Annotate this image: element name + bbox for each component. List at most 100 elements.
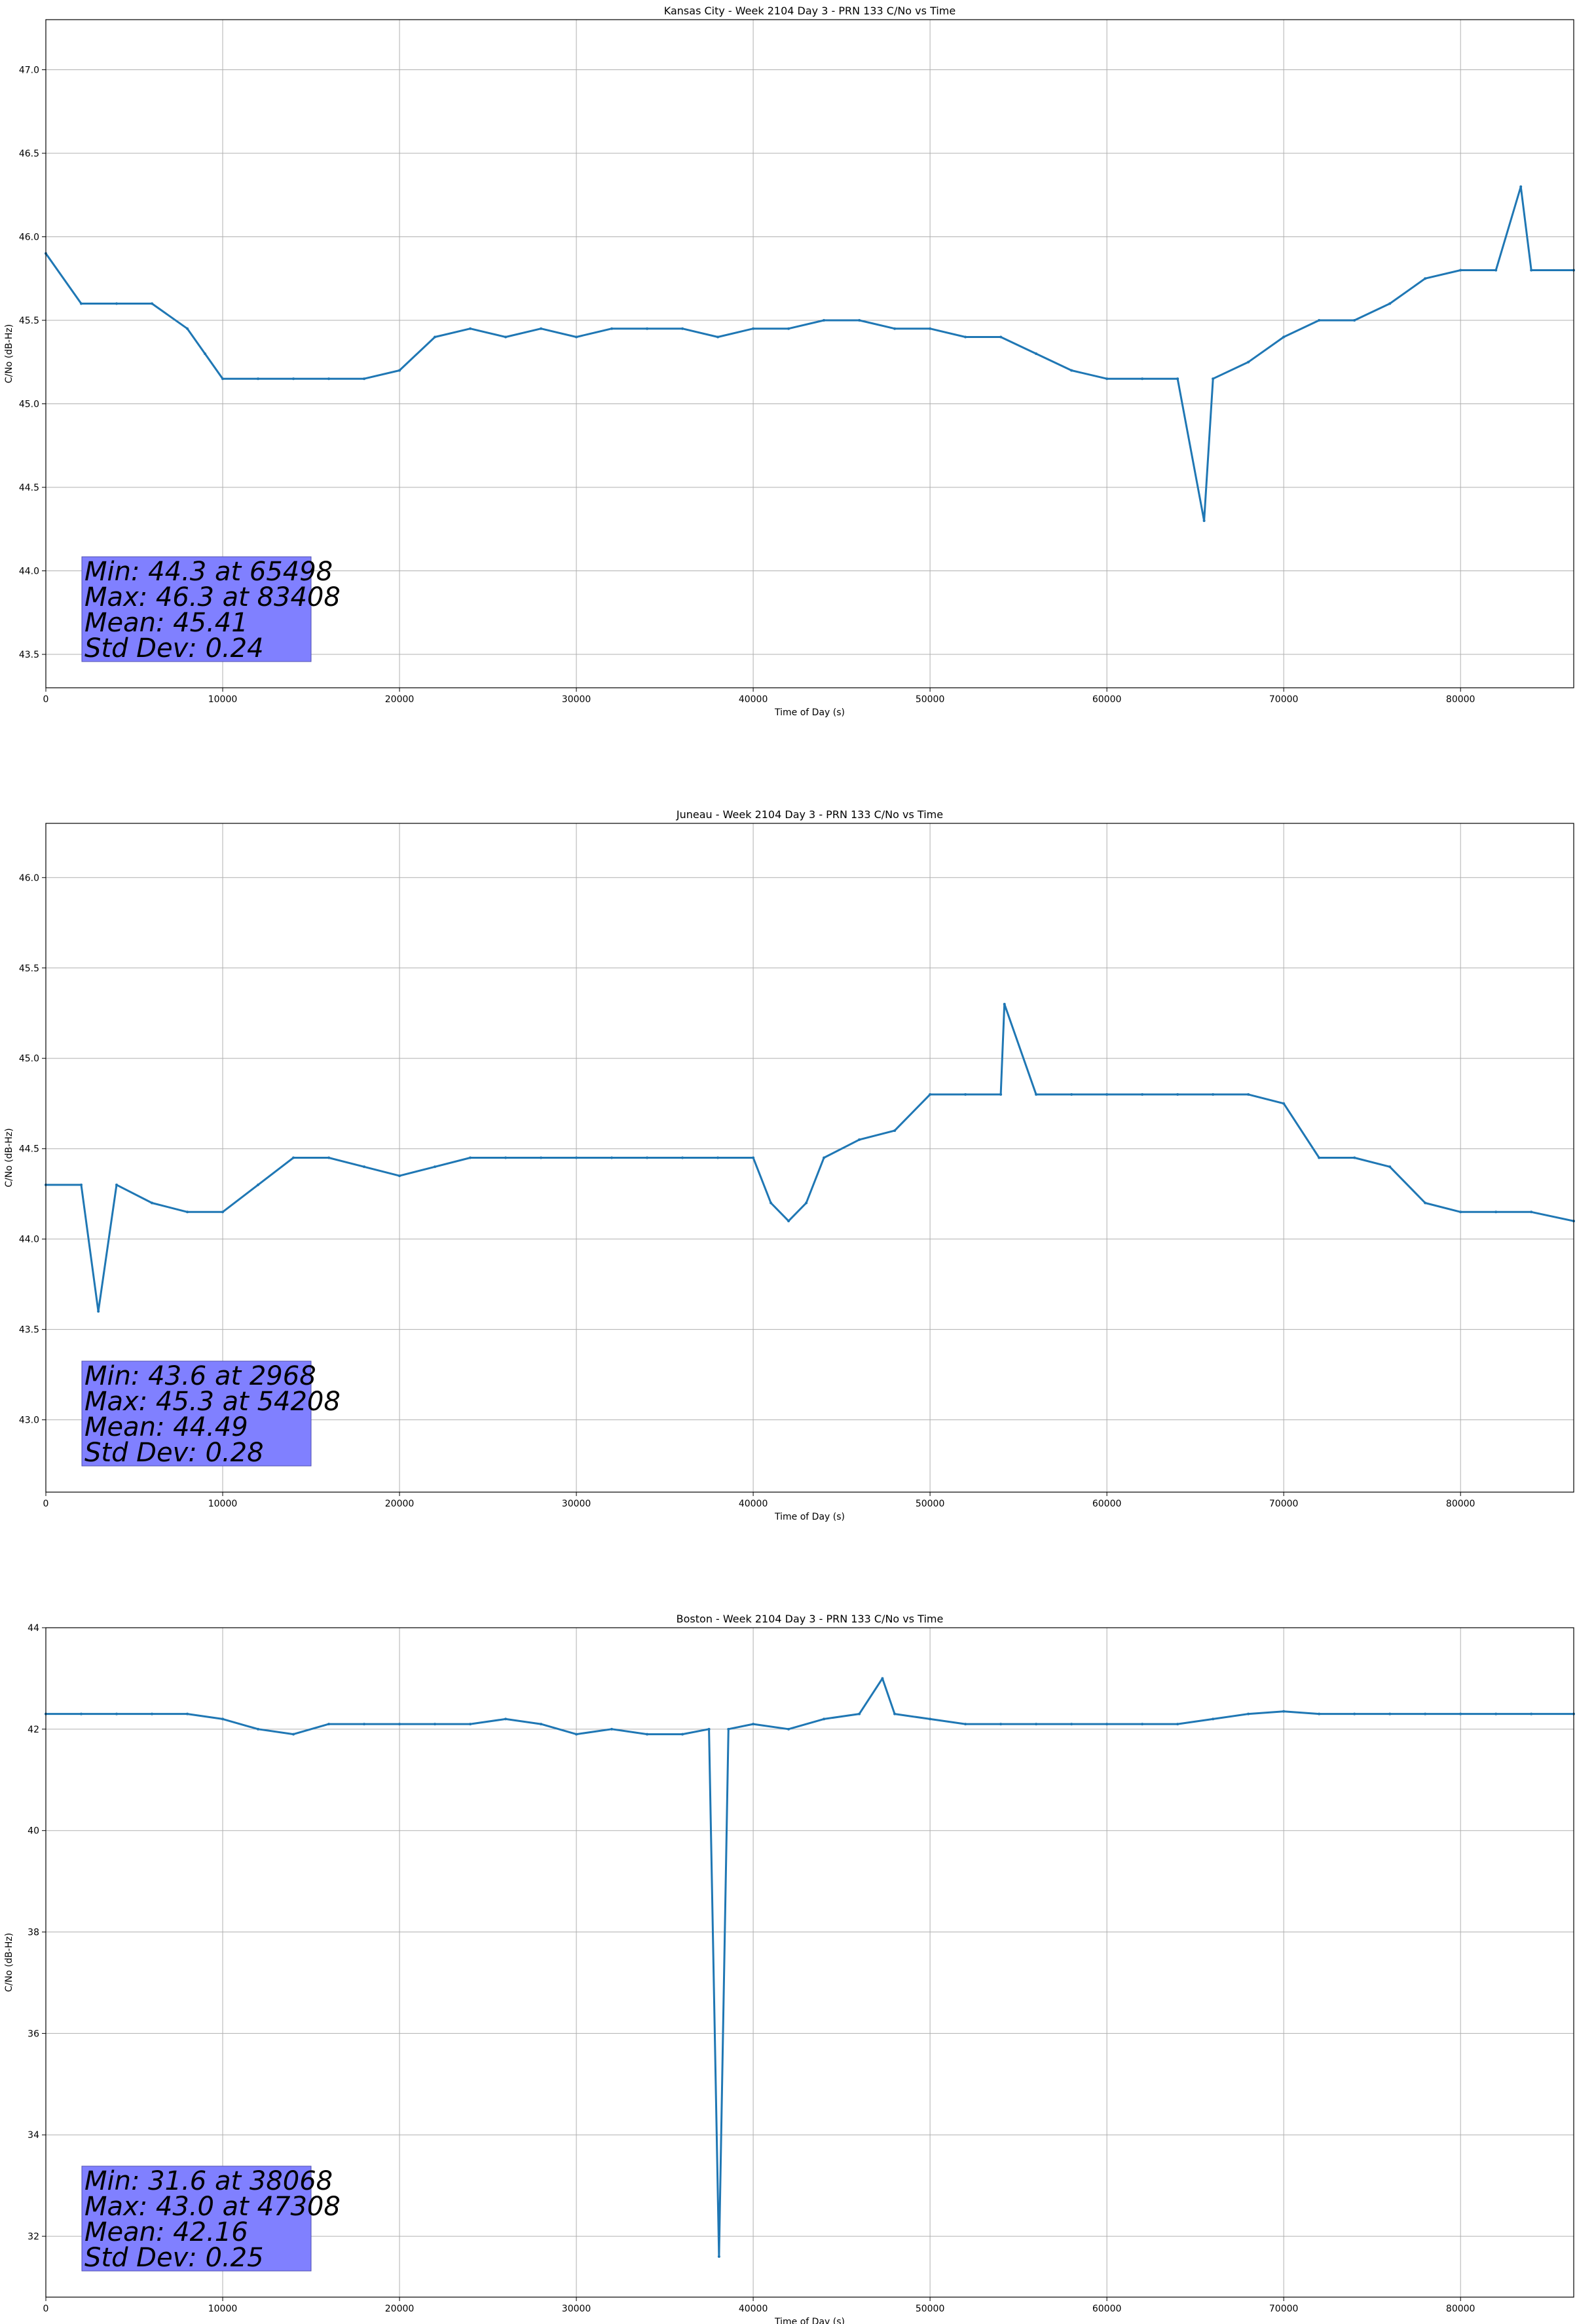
series-points [45,1677,1575,2258]
y-tick-label: 44.0 [19,1235,39,1245]
x-tick-label: 30000 [562,1499,591,1509]
data-point [787,327,790,330]
x-tick-label: 10000 [208,1499,238,1509]
x-tick-label: 40000 [739,694,768,705]
x-axis-label: Time of Day (s) [774,1512,845,1522]
series-points [45,185,1575,522]
data-point [610,1156,614,1159]
y-tick-label: 38 [28,1928,39,1938]
y-tick-label: 46.5 [19,149,39,159]
data-point [1318,1712,1321,1715]
stats-max: Max: 45.3 at 54208 [84,1387,341,1417]
data-point [893,1129,897,1133]
stats-mean: Mean: 42.16 [84,2217,248,2247]
data-point [434,335,437,339]
data-point [1530,1210,1533,1214]
data-point [186,1210,189,1214]
data-point [823,319,826,322]
data-point [1494,1210,1498,1214]
data-point [186,327,189,330]
stats-std: Std Dev: 0.25 [84,2243,264,2273]
data-point [398,369,401,372]
y-tick-label: 43.5 [19,1325,39,1336]
data-point [292,377,295,381]
data-point [327,1156,331,1159]
grid [45,823,1574,1492]
y-tick-label: 45.5 [19,316,39,326]
stats-mean: Mean: 44.49 [84,1412,248,1442]
data-point [1035,1093,1038,1096]
data-point [1424,1201,1427,1205]
data-point [1176,377,1179,381]
y-tick-label: 43.5 [19,650,39,660]
data-point [204,352,207,355]
data-point [1105,1723,1109,1726]
chart-title: Boston - Week 2104 Day 3 - PRN 133 C/No … [677,1613,944,1625]
data-point [929,1093,932,1096]
data-point [80,302,83,305]
data-point [1247,1093,1250,1096]
data-point [1105,377,1109,381]
data-point [327,1723,331,1726]
data-point [1212,1093,1215,1096]
stats-background [81,556,312,662]
data-point [1494,1712,1498,1715]
x-tick-label: 20000 [385,2304,415,2314]
data-point [363,1723,366,1726]
y-tick-label: 44.5 [19,1144,39,1155]
data-point [363,377,366,381]
data-point [823,1156,826,1159]
chart-panel-3: 0 10000 20000 30000 40000 50000 60000 70000 8000… [4,1613,1575,2324]
data-point [575,1156,578,1159]
data-point [221,377,225,381]
x-tick-label: 0 [43,1499,49,1509]
y-tick-label: 42 [28,1725,39,1735]
data-point [1247,1712,1250,1715]
data-point [929,327,932,330]
data-point [1459,1210,1462,1214]
data-point [964,1723,967,1726]
y-tick-label: 44.0 [19,567,39,577]
data-point [717,2255,720,2258]
stats-min: Min: 43.6 at 2968 [84,1361,316,1391]
x-tick-label: 80000 [1446,1499,1475,1509]
stats-background [81,2165,312,2272]
x-tick-label: 50000 [916,1499,945,1509]
data-point [893,1712,897,1715]
series-line [46,1003,1574,1313]
x-tick-label: 10000 [208,694,238,705]
data-point [1282,335,1286,339]
data-point [770,1201,773,1205]
y-axis-label: C/No (dB-Hz) [4,324,14,383]
data-point [727,1727,730,1731]
data-point [292,1733,295,1736]
data-point [540,1156,543,1159]
y-tick-label: 46.0 [19,873,39,884]
data-point [858,1138,861,1141]
data-point [1035,352,1038,355]
chart-title: Kansas City - Week 2104 Day 3 - PRN 133 … [664,5,955,17]
data-point [1176,1093,1179,1096]
data-point [681,327,684,330]
data-point [716,335,720,339]
data-point [1212,1717,1215,1721]
data-point [469,1156,472,1159]
data-point [1353,1156,1356,1159]
data-point [257,1727,260,1731]
data-point [151,302,154,305]
data-point [858,1712,861,1715]
data-point [292,1156,295,1159]
y-axis-label: C/No (dB-Hz) [4,1933,14,1992]
data-point [1282,1710,1286,1713]
x-tick-label: 70000 [1269,1499,1299,1509]
x-tick-label: 40000 [739,2304,768,2314]
x-tick-label: 50000 [916,2304,945,2314]
data-point [186,1712,189,1715]
y-tick-label: 40 [28,1826,39,1837]
data-point [1424,1712,1427,1715]
data-point [97,1310,100,1313]
y-tick-label: 32 [28,2232,39,2242]
data-point [575,1733,578,1736]
